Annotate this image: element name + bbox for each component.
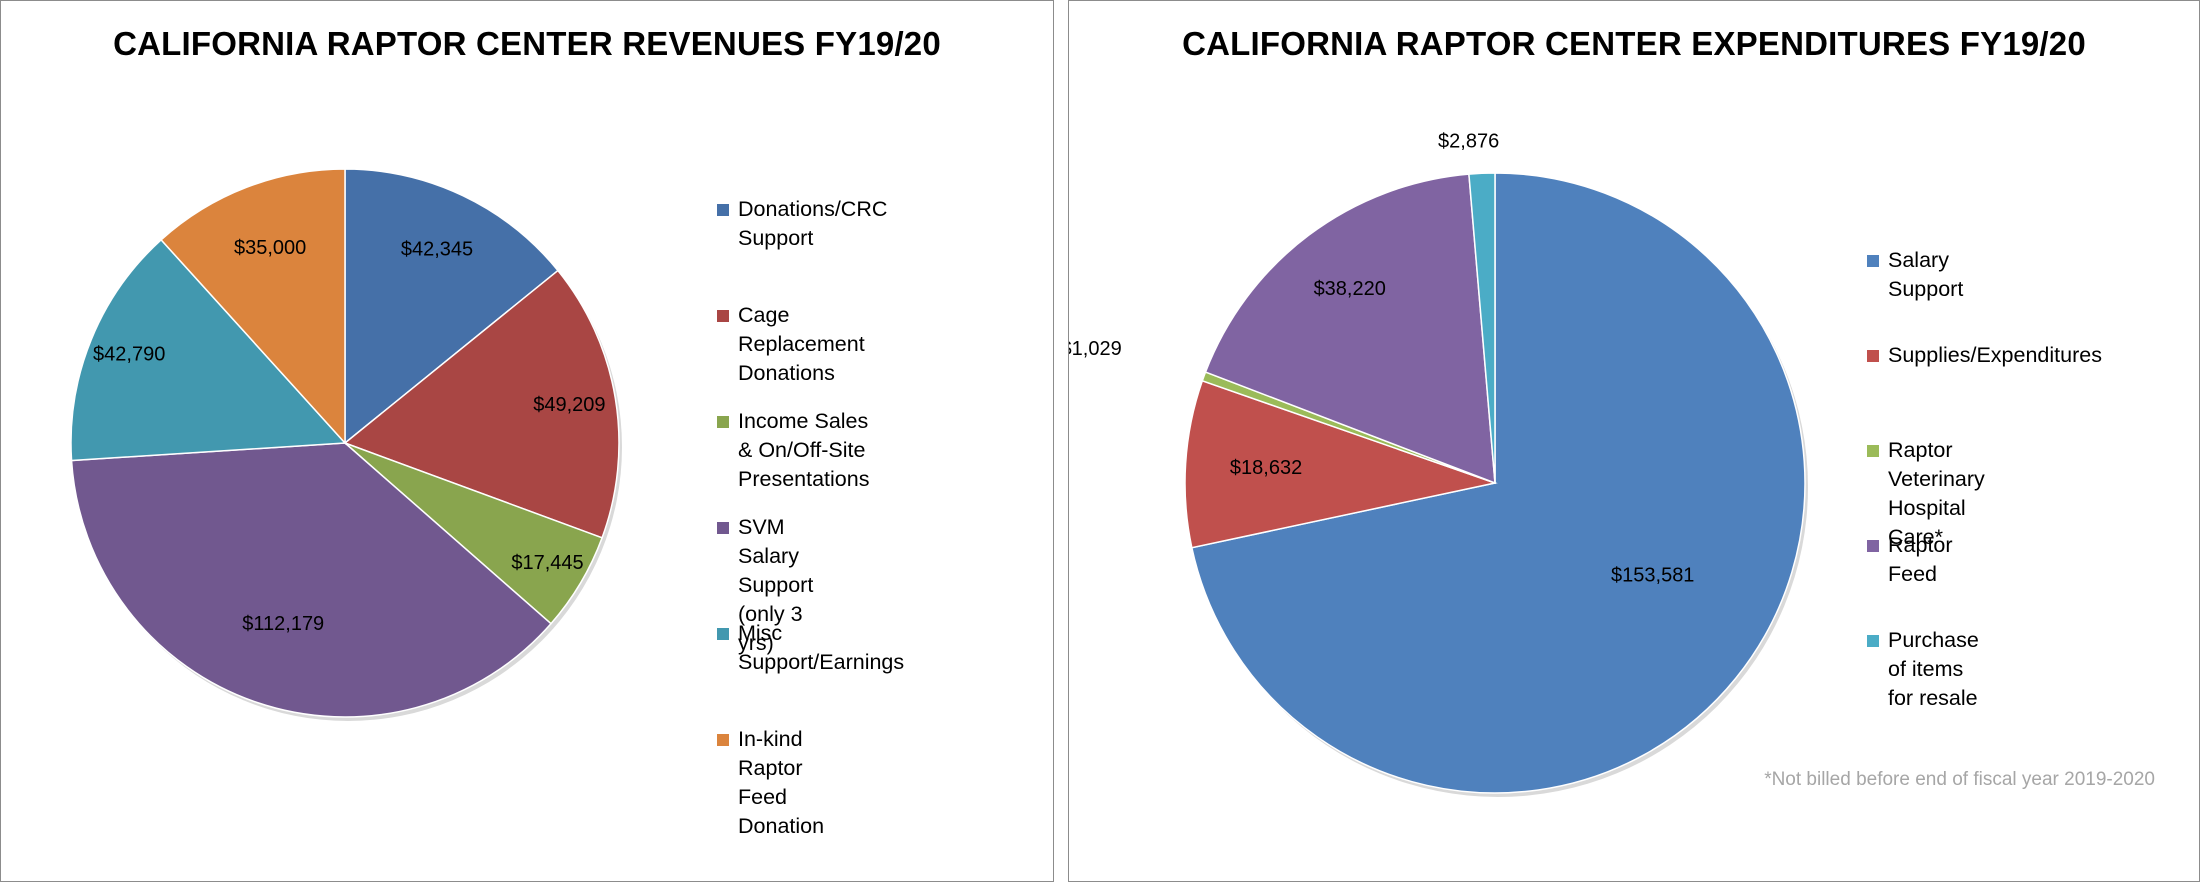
- legend-label-line: Cage Replacement: [738, 303, 865, 356]
- legend-swatch: [1867, 350, 1879, 362]
- revenues-pie-chart: $42,345 $49,209 $17,445 $112,179 $42,790 $35,…: [70, 168, 622, 721]
- pie-slice-donations-crc-support: [344, 168, 559, 445]
- legend-label: Raptor Feed: [1888, 531, 1953, 589]
- legend-swatch: [717, 734, 729, 746]
- legend-item-svm-salary-support-only-3-yrs: SVM Salary Support (only 3 yrs): [717, 513, 813, 658]
- data-label-cage-replacement-donations: $49,209: [533, 394, 605, 416]
- legend-label-line: SVM Salary Support (only 3: [738, 515, 814, 626]
- pie-slice-in-kind-raptor-feed-donation: [160, 168, 346, 445]
- legend-label-line: yrs): [738, 631, 774, 655]
- legend-label-line: Donations: [738, 361, 835, 385]
- legend-swatch: [1867, 540, 1879, 552]
- legend-label-line: Raptor Feed: [1888, 533, 1953, 586]
- legend-label-line: Income Sales & On/Off-Site: [738, 409, 869, 462]
- legend-item-income-sales-on-off-site-presentations: Income Sales & On/Off-Site Presentations: [717, 407, 869, 494]
- legend-swatch: [1867, 255, 1879, 267]
- legend-item-raptor-veterinary-hospital-care: Raptor Veterinary Hospital Care*: [1867, 436, 1985, 552]
- pie-slice-cage-replacement-donations: [343, 269, 620, 539]
- expenditures-footnote: *Not billed before end of fiscal year 20…: [1764, 769, 2155, 790]
- legend-label-line: In-kind Raptor Feed: [738, 727, 803, 809]
- pie-slice-misc-support-earnings: [70, 238, 347, 462]
- legend-label-line: Presentations: [738, 467, 870, 491]
- legend-label: Misc Support/Earnings: [738, 619, 904, 677]
- data-label-purchase-of-items-for-resale: $2,876: [1438, 131, 1499, 153]
- revenues-chart-panel: CALIFORNIA RAPTOR CENTER REVENUES FY19/2…: [0, 0, 1054, 882]
- expenditures-pie-chart: $153,581 $18,632 $1,029 $38,220 $2,876: [1069, 131, 1808, 797]
- legend-label-line: Supplies/Expenditures: [1888, 343, 2102, 367]
- legend-swatch: [1867, 445, 1879, 457]
- expenditures-chart-panel: CALIFORNIA RAPTOR CENTER EXPENDITURES FY…: [1068, 0, 2200, 882]
- legend-label-line: Raptor Veterinary Hospital: [1888, 438, 1985, 520]
- legend-swatch: [717, 204, 729, 216]
- legend-label: Donations/CRC Support: [738, 195, 887, 253]
- expenditures-chart-title: CALIFORNIA RAPTOR CENTER EXPENDITURES FY…: [1182, 25, 2086, 62]
- pie-slice-salary-support: [1190, 172, 1806, 794]
- legend-item-supplies-expenditures: Supplies/Expenditures: [1867, 341, 2102, 370]
- legend-label: Purchase of items for resale: [1888, 626, 1979, 713]
- data-label-salary-support: $153,581: [1611, 565, 1694, 587]
- data-label-misc-support-earnings: $42,790: [93, 344, 165, 366]
- legend-swatch: [1867, 635, 1879, 647]
- legend-item-in-kind-raptor-feed-donation: In-kind Raptor Feed Donation: [717, 725, 824, 841]
- data-label-donations-crc-support: $42,345: [401, 238, 473, 260]
- data-label-income-sales-on-off-site-presentations: $17,445: [511, 552, 583, 574]
- legend-item-donations-crc-support: Donations/CRC Support: [717, 195, 887, 253]
- legend-label: Cage Replacement Donations: [738, 301, 865, 388]
- legend-label-line: Donations/CRC Support: [738, 197, 888, 250]
- legend-item-cage-replacement-donations: Cage Replacement Donations: [717, 301, 865, 388]
- legend-label-line: Care*: [1888, 525, 1943, 549]
- legend-item-misc-support-earnings: Misc Support/Earnings: [717, 619, 904, 677]
- legend-label: Supplies/Expenditures: [1888, 341, 2102, 370]
- legend-swatch: [717, 522, 729, 534]
- data-label-raptor-veterinary-hospital-care: $1,029: [1069, 338, 1122, 360]
- data-label-raptor-feed: $38,220: [1314, 278, 1386, 300]
- legend-swatch: [717, 628, 729, 640]
- data-label-supplies-expenditures: $18,632: [1230, 457, 1302, 479]
- legend-label-line: Misc Support/Earnings: [738, 621, 905, 674]
- legend-label: SVM Salary Support (only 3 yrs): [738, 513, 813, 658]
- legend-swatch: [717, 310, 729, 322]
- revenues-chart-title: CALIFORNIA RAPTOR CENTER REVENUES FY19/2…: [113, 25, 941, 62]
- legend-label-line: Donation: [738, 814, 825, 838]
- legend-label-line: Purchase of items for resale: [1888, 628, 1979, 710]
- legend-label-line: Salary Support: [1888, 248, 1964, 301]
- pie-slice-supplies-expenditures: [1184, 379, 1498, 549]
- pie-slice-purchase-of-items-for-resale: [1468, 172, 1496, 484]
- pie-slice-raptor-feed: [1204, 173, 1496, 485]
- pie-slice-svm-salary-support-only-3-yrs: [70, 442, 553, 718]
- legend-label: Raptor Veterinary Hospital Care*: [1888, 436, 1985, 552]
- legend-label: Salary Support: [1888, 246, 1963, 304]
- legend-item-purchase-of-items-for-resale: Purchase of items for resale: [1867, 626, 1979, 713]
- legend-item-raptor-feed: Raptor Feed: [1867, 531, 1953, 589]
- legend-swatch: [717, 416, 729, 428]
- legend-label: Income Sales & On/Off-Site Presentations: [738, 407, 869, 494]
- legend-item-salary-support: Salary Support: [1867, 246, 1963, 304]
- data-label-svm-salary-support-only-3-yrs: $112,179: [242, 613, 324, 635]
- legend-label: In-kind Raptor Feed Donation: [738, 725, 824, 841]
- data-label-in-kind-raptor-feed-donation: $35,000: [234, 237, 306, 259]
